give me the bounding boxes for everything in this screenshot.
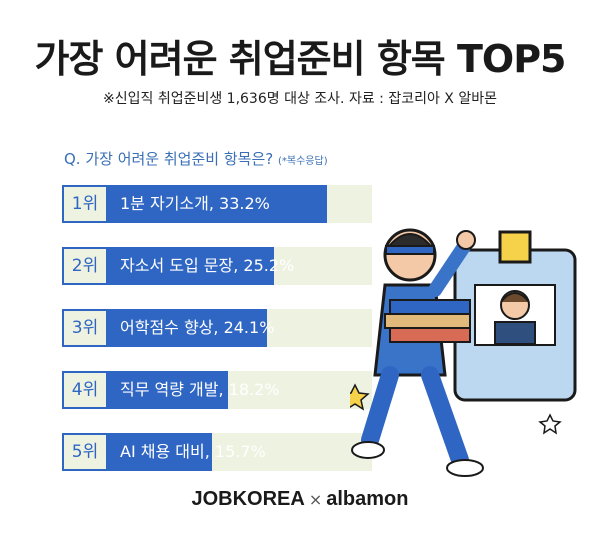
chart-subtitle: ※신입직 취업준비생 1,636명 대상 조사. 자료 : 잡코리아 X 알바몬 <box>103 91 497 107</box>
data-label: 자소서 도입 문장, 25.2% <box>120 256 295 275</box>
data-label: AI 채용 대비, 15.7% <box>120 442 266 461</box>
rank-label: 1위 <box>62 185 108 223</box>
brand-logos: JOBKOREA × albamon <box>0 486 600 511</box>
data-label: 어학점수 향상, 24.1% <box>120 318 275 337</box>
logo-separator: × <box>308 490 323 509</box>
bar <box>108 309 267 347</box>
question-note: (*복수응답) <box>278 156 328 167</box>
jobkorea-logo: JOBKOREA <box>191 488 305 510</box>
rank-label: 4위 <box>62 371 108 409</box>
bar <box>108 185 327 223</box>
bar <box>108 433 212 471</box>
chart-title: 가장 어려운 취업준비 항목 TOP5 <box>34 37 567 81</box>
question-label: Q. 가장 어려운 취업준비 항목은? <box>64 150 274 168</box>
bar-row: 3위 어학점수 향상, 24.1% <box>62 309 372 347</box>
data-label: 1분 자기소개, 33.2% <box>120 194 270 213</box>
bar <box>108 247 274 285</box>
bar-row: 2위 자소서 도입 문장, 25.2% <box>62 247 372 285</box>
bar <box>108 371 228 409</box>
rank-label: 3위 <box>62 309 108 347</box>
rank-label: 5위 <box>62 433 108 471</box>
albamon-logo: albamon <box>326 488 409 510</box>
question-text: Q. 가장 어려운 취업준비 항목은? (*복수응답) <box>64 148 328 169</box>
data-label: 직무 역량 개발, 18.2% <box>120 380 280 399</box>
bar-row: 1위 1분 자기소개, 33.2% <box>62 185 372 223</box>
bar-row: 4위 직무 역량 개발, 18.2% <box>62 371 372 409</box>
rank-label: 2위 <box>62 247 108 285</box>
bar-row: 5위 AI 채용 대비, 15.7% <box>62 433 372 471</box>
jobseeker-illustration <box>350 228 577 477</box>
